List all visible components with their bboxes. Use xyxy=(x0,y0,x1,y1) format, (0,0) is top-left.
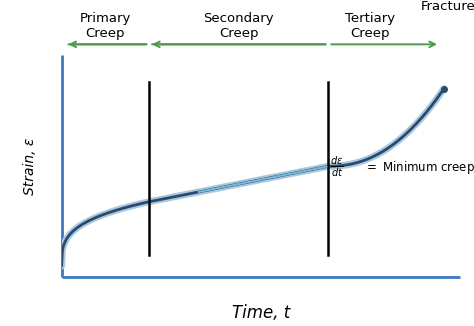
Text: $\frac{d\varepsilon}{dt}$: $\frac{d\varepsilon}{dt}$ xyxy=(330,155,344,179)
Text: Strain, ε: Strain, ε xyxy=(23,138,37,195)
Text: Fracture: Fracture xyxy=(420,0,474,13)
Text: Time, t: Time, t xyxy=(232,304,290,322)
Text: $=$ Minimum creep rate: $=$ Minimum creep rate xyxy=(364,159,474,176)
Text: Primary
Creep: Primary Creep xyxy=(80,12,131,40)
Text: Tertiary
Creep: Tertiary Creep xyxy=(345,12,395,40)
Text: Secondary
Creep: Secondary Creep xyxy=(203,12,274,40)
